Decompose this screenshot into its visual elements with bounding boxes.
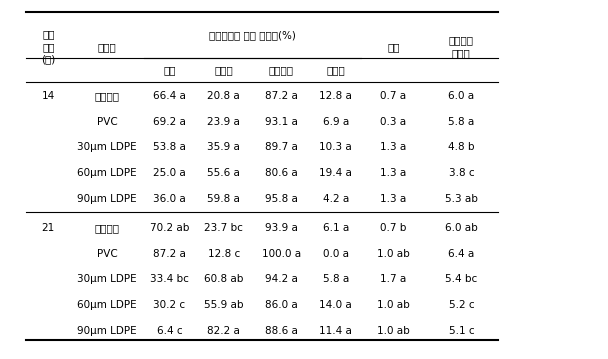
Text: 95.8 a: 95.8 a [265, 194, 298, 204]
Text: 0.3 a: 0.3 a [380, 117, 406, 127]
Text: 87.2 a: 87.2 a [265, 91, 298, 101]
Text: 30μm LDPE: 30μm LDPE [77, 274, 137, 284]
Text: 90μm LDPE: 90μm LDPE [77, 194, 137, 204]
Text: 5.8 a: 5.8 a [323, 274, 349, 284]
Text: 80.6 a: 80.6 a [265, 168, 298, 178]
Text: 보통품: 보통품 [215, 65, 233, 75]
Text: 21: 21 [42, 223, 55, 233]
Text: 부패지수에 따른 상품율(%): 부패지수에 따른 상품율(%) [209, 30, 296, 40]
Text: 60μm LDPE: 60μm LDPE [77, 300, 137, 310]
Text: 유공필름: 유공필름 [95, 91, 120, 101]
Text: 14.0 a: 14.0 a [319, 300, 352, 310]
Text: 6.9 a: 6.9 a [323, 117, 349, 127]
Text: 89.7 a: 89.7 a [265, 143, 298, 153]
Text: 1.3 a: 1.3 a [380, 143, 406, 153]
Text: 25.0 a: 25.0 a [153, 168, 185, 178]
Text: 93.1 a: 93.1 a [265, 117, 298, 127]
Text: 19.4 a: 19.4 a [319, 168, 352, 178]
Text: 66.4 a: 66.4 a [153, 91, 186, 101]
Text: 1.0 ab: 1.0 ab [377, 300, 410, 310]
Text: 유공필름: 유공필름 [95, 223, 120, 233]
Text: 1.7 a: 1.7 a [380, 274, 406, 284]
Text: 5.8 a: 5.8 a [448, 117, 474, 127]
Text: 6.0 a: 6.0 a [448, 91, 474, 101]
Text: 10.3 a: 10.3 a [319, 143, 352, 153]
Text: 69.2 a: 69.2 a [153, 117, 186, 127]
Text: 90μm LDPE: 90μm LDPE [77, 326, 137, 336]
Text: 23.9 a: 23.9 a [207, 117, 240, 127]
Text: 36.0 a: 36.0 a [153, 194, 185, 204]
Text: 처리구: 처리구 [98, 42, 117, 52]
Text: 0.7 b: 0.7 b [380, 223, 407, 233]
Text: 1.0 ab: 1.0 ab [377, 326, 410, 336]
Text: 특품: 특품 [163, 65, 176, 75]
Text: 관능평가
상품성: 관능평가 상품성 [449, 36, 474, 58]
Text: 6.1 a: 6.1 a [323, 223, 349, 233]
Text: 5.3 ab: 5.3 ab [445, 194, 478, 204]
Text: 6.4 a: 6.4 a [448, 248, 474, 258]
Text: 59.8 a: 59.8 a [207, 194, 240, 204]
Text: 33.4 bc: 33.4 bc [150, 274, 188, 284]
Text: 11.4 a: 11.4 a [319, 326, 352, 336]
Text: 30.2 c: 30.2 c [153, 300, 185, 310]
Text: 0.7 a: 0.7 a [380, 91, 406, 101]
Text: 87.2 a: 87.2 a [153, 248, 186, 258]
Text: 12.8 a: 12.8 a [319, 91, 352, 101]
Text: 1.0 ab: 1.0 ab [377, 248, 410, 258]
Text: 82.2 a: 82.2 a [207, 326, 240, 336]
Text: 14: 14 [42, 91, 55, 101]
Text: 93.9 a: 93.9 a [265, 223, 298, 233]
Text: 4.2 a: 4.2 a [323, 194, 349, 204]
Text: 3.8 c: 3.8 c [449, 168, 474, 178]
Text: 23.7 bc: 23.7 bc [204, 223, 243, 233]
Text: 30μm LDPE: 30μm LDPE [77, 143, 137, 153]
Text: PVC: PVC [97, 248, 118, 258]
Text: 비상품: 비상품 [326, 65, 345, 75]
Text: 20.8 a: 20.8 a [207, 91, 240, 101]
Text: 55.9 ab: 55.9 ab [204, 300, 244, 310]
Text: 35.9 a: 35.9 a [207, 143, 240, 153]
Text: 6.4 c: 6.4 c [156, 326, 182, 336]
Text: PVC: PVC [97, 117, 118, 127]
Text: 60.8 ab: 60.8 ab [204, 274, 243, 284]
Text: 86.0 a: 86.0 a [265, 300, 298, 310]
Text: 5.4 bc: 5.4 bc [445, 274, 477, 284]
Text: 94.2 a: 94.2 a [265, 274, 298, 284]
Text: 6.0 ab: 6.0 ab [445, 223, 478, 233]
Text: 이취: 이취 [387, 42, 399, 52]
Text: 12.8 c: 12.8 c [208, 248, 240, 258]
Text: 55.6 a: 55.6 a [207, 168, 240, 178]
Text: 1.3 a: 1.3 a [380, 168, 406, 178]
Text: 5.2 c: 5.2 c [449, 300, 474, 310]
Text: 4.8 b: 4.8 b [448, 143, 475, 153]
Text: 유통
기간
(일): 유통 기간 (일) [41, 29, 55, 64]
Text: 53.8 a: 53.8 a [153, 143, 186, 153]
Text: 100.0 a: 100.0 a [261, 248, 301, 258]
Text: 5.1 c: 5.1 c [449, 326, 474, 336]
Text: 상품소계: 상품소계 [269, 65, 294, 75]
Text: 1.3 a: 1.3 a [380, 194, 406, 204]
Text: 0.0 a: 0.0 a [323, 248, 349, 258]
Text: 60μm LDPE: 60μm LDPE [77, 168, 137, 178]
Text: 70.2 ab: 70.2 ab [150, 223, 189, 233]
Text: 88.6 a: 88.6 a [265, 326, 298, 336]
